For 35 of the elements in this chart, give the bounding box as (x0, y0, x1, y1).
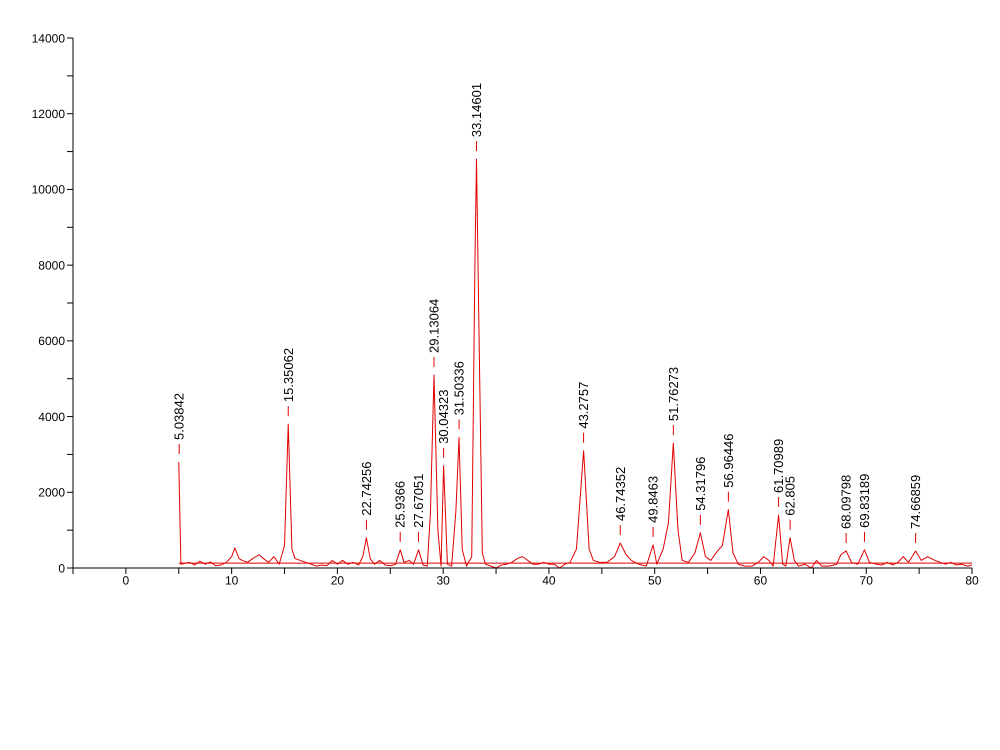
y-tick-label: 0 (58, 561, 66, 576)
annotation: 51.76273 (666, 366, 681, 422)
y-tick-label: 2000 (38, 486, 66, 500)
x-tick-label: 10 (224, 574, 239, 588)
x-tick-label: 20 (330, 574, 344, 588)
x-tick-label: 70 (860, 574, 874, 588)
y-tick-label: 4000 (38, 410, 66, 424)
y-tick-label: 14000 (32, 31, 66, 46)
x-tick-label: 30 (436, 574, 450, 588)
y-tick-label: 6000 (38, 334, 66, 348)
annotation: 31.50336 (452, 361, 467, 416)
annotation: 15.35062 (280, 348, 296, 402)
annotation: 46.74352 (612, 466, 628, 522)
annotation: 25.9366 (392, 480, 408, 528)
annotation: 22.74256 (358, 461, 374, 516)
annotation: 5.03842 (172, 393, 187, 440)
y-tick-label: 12000 (32, 106, 66, 121)
annotation: 33.14601 (469, 82, 484, 138)
annotation: 69.83189 (857, 474, 872, 528)
annotation: 68.09798 (838, 474, 854, 529)
annotation: 54.31796 (692, 456, 708, 511)
y-tick-label: 8000 (38, 258, 66, 272)
x-tick-label: 40 (542, 574, 556, 588)
x-tick-label: 50 (648, 574, 662, 588)
annotation: 27.67051 (411, 474, 426, 528)
y-tick-label: 10000 (32, 182, 66, 197)
annotation: 49.8463 (646, 476, 661, 523)
annotation: 29.13064 (426, 298, 442, 353)
x-tick-label: 60 (754, 574, 768, 588)
annotation: 30.04323 (436, 390, 452, 444)
annotation: 74.66859 (908, 474, 924, 529)
annotation: 43.2757 (576, 382, 592, 429)
x-tick-label: 0 (122, 574, 130, 588)
annotation: 56.96446 (720, 433, 736, 488)
x-tick-label: 80 (965, 574, 979, 588)
